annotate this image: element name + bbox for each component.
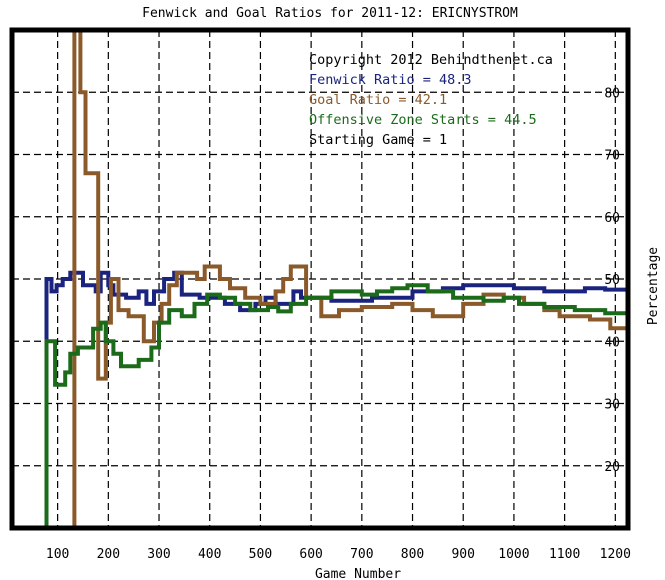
y-tick-label-4: 60 <box>604 211 620 226</box>
series-line-fenwick-ratio <box>44 270 628 528</box>
x-tick-label-11: 1200 <box>600 547 631 562</box>
x-axis-label: Game Number <box>315 567 401 580</box>
y-tick-labels: 20 30 40 50 60 70 80 <box>604 86 620 475</box>
annotation-2: Goal Ratio = 42.1 <box>309 92 447 108</box>
x-tick-label-8: 900 <box>451 547 474 562</box>
y-tick-label-6: 80 <box>604 86 620 101</box>
x-tick-label-0: 100 <box>46 547 69 562</box>
x-tick-label-4: 500 <box>249 547 272 562</box>
plot-frame <box>9 27 631 531</box>
y-tick-label-1: 30 <box>604 398 620 413</box>
chart-title: Fenwick and Goal Ratios for 2011-12: ERI… <box>142 6 518 21</box>
x-tick-label-9: 1000 <box>498 547 529 562</box>
x-tick-label-1: 200 <box>97 547 120 562</box>
x-tick-label-5: 600 <box>299 547 322 562</box>
y-axis-label: Percentage <box>646 247 661 325</box>
x-tick-labels: 100 200 300 400 500 600 700 800 900 1000 1100 1200 <box>46 547 631 562</box>
series-line-goal-ratio <box>72 28 628 528</box>
x-tick-label-6: 700 <box>350 547 373 562</box>
y-tick-label-2: 40 <box>604 335 620 350</box>
x-tick-label-7: 800 <box>401 547 424 562</box>
annotation-4: Starting Game = 1 <box>309 132 447 148</box>
series-line-offensive-zone-starts <box>44 283 628 528</box>
series-layer <box>44 28 628 528</box>
y-tick-label-3: 50 <box>604 273 620 288</box>
x-tick-label-3: 400 <box>198 547 221 562</box>
y-tick-label-5: 70 <box>604 149 620 164</box>
legend-annotations: Copyright 2012 Behindthenet.ca Fenwick Ra… <box>309 52 553 148</box>
x-tick-label-10: 1100 <box>549 547 580 562</box>
y-tick-label-0: 20 <box>604 460 620 475</box>
annotation-0: Copyright 2012 Behindthenet.ca <box>309 52 553 68</box>
annotation-1: Fenwick Ratio = 48.3 <box>309 72 472 88</box>
annotation-3: Offensive Zone Starts = 44.5 <box>309 112 537 128</box>
x-tick-label-2: 300 <box>147 547 170 562</box>
